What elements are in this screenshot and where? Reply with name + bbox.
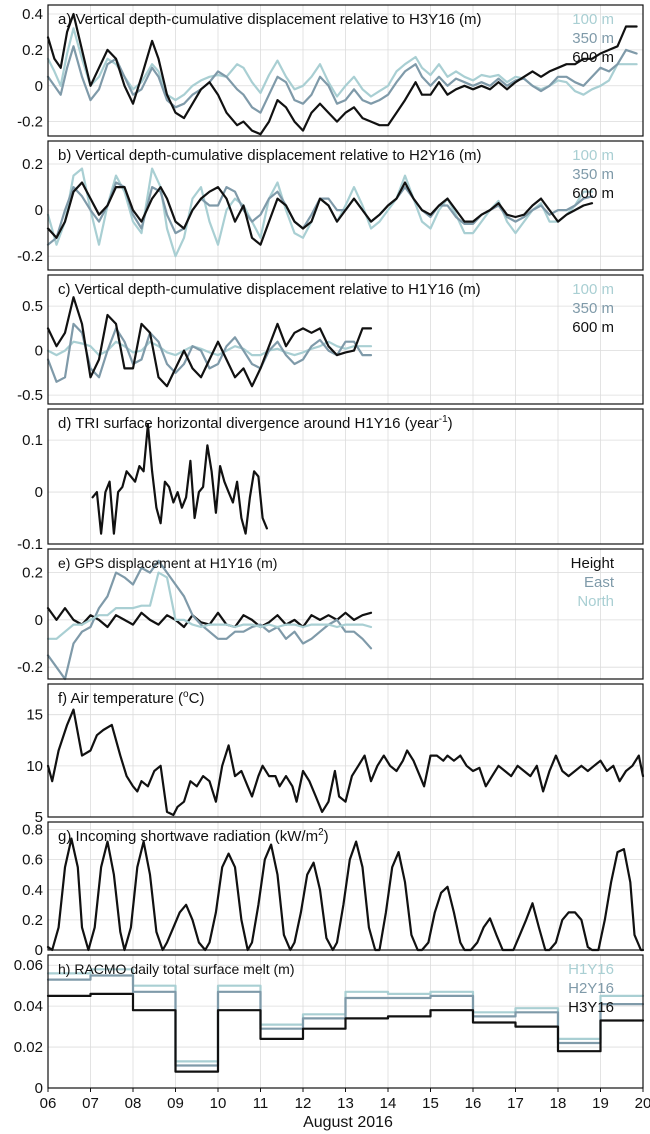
- panel-title: e) GPS displacement at H1Y16 (m): [58, 555, 277, 571]
- y-tick-label: 0.02: [14, 1039, 43, 1056]
- panels-group: -0.2 0 0.2 0.4 a) Vertical depth-cumulative …: [14, 4, 645, 1097]
- y-tick-label: 0: [35, 612, 43, 629]
- panel-a: -0.2 0 0.2 0.4 a) Vertical depth-cumulative …: [17, 4, 644, 137]
- legend-entry: H3Y16: [568, 999, 614, 1016]
- legend-entry: East: [584, 574, 615, 591]
- y-tick-label: 0: [35, 343, 43, 360]
- panel-frame: [47, 548, 644, 680]
- legend-entry: 350 m: [572, 30, 614, 47]
- series-line-f-data: [46, 708, 645, 817]
- y-tick-label: 0.2: [22, 156, 43, 173]
- x-tick-label: 08: [125, 1095, 142, 1112]
- y-tick-label: 0.04: [14, 998, 43, 1015]
- y-tick-label: -0.2: [17, 659, 43, 676]
- panel-title: d) TRI surface horizontal divergence aro…: [58, 414, 453, 432]
- panel-c: -0.5 0 0.5 c) Vertical depth-cumulative dis…: [17, 274, 644, 405]
- series-line-c-100-m: [46, 340, 373, 357]
- panel-title: h) RACMO daily total surface melt (m): [58, 961, 295, 977]
- y-tick-label: -0.2: [17, 114, 43, 131]
- y-tick-label: -0.5: [17, 387, 43, 404]
- y-tick-label: 0.5: [22, 298, 43, 315]
- legend-entry: North: [577, 593, 614, 610]
- y-tick-label: 0: [35, 1080, 43, 1097]
- legend-entry: H2Y16: [568, 980, 614, 997]
- x-tick-label: 13: [337, 1095, 354, 1112]
- y-tick-label: 0.8: [22, 822, 43, 839]
- x-tick-label: 06: [40, 1095, 57, 1112]
- legend-entry: 100 m: [572, 147, 614, 164]
- y-tick-label: -0.1: [17, 536, 43, 553]
- y-tick-label: 0.1: [22, 432, 43, 449]
- series-line-d-data: [91, 423, 268, 535]
- legend-entry: H1Y16: [568, 961, 614, 978]
- x-tick-label: 09: [167, 1095, 184, 1112]
- x-tick-label: 14: [380, 1095, 397, 1112]
- panel-frame: [47, 821, 644, 951]
- y-tick-label: 5: [35, 809, 43, 826]
- x-tick-label: 17: [507, 1095, 524, 1112]
- series-line-a-100-m: [46, 27, 638, 102]
- y-tick-label: 0: [35, 484, 43, 501]
- y-tick-label: 0.2: [22, 565, 43, 582]
- series-line-b-100-m: [46, 167, 594, 258]
- y-tick-label: 0: [35, 78, 43, 95]
- y-tick-label: 0.06: [14, 957, 43, 974]
- legend-entry: 100 m: [572, 11, 614, 28]
- panel-e: -0.2 0 0.2 e) GPS displacement at H1Y16 (m)…: [17, 548, 644, 681]
- series-line-e-east: [46, 559, 373, 681]
- legend-entry: Height: [571, 555, 615, 572]
- series-line-a-600-m: [46, 12, 638, 136]
- y-tick-label: 0: [35, 202, 43, 219]
- panel-frame: [47, 4, 644, 137]
- x-tick-label: 19: [592, 1095, 609, 1112]
- series-line-c-600-m: [46, 296, 373, 388]
- series-line-a-350-m: [46, 45, 638, 114]
- series-line-b-600-m: [46, 181, 594, 246]
- legend-entry: 100 m: [572, 281, 614, 298]
- legend-entry: 600 m: [572, 185, 614, 202]
- x-tick-label: 15: [422, 1095, 439, 1112]
- series-line-h-h3y16: [46, 992, 645, 1073]
- legend-entry: 350 m: [572, 166, 614, 183]
- y-tick-label: 0.2: [22, 42, 43, 59]
- y-tick-label: 0.2: [22, 912, 43, 929]
- panel-title: g) Incoming shortwave radiation (kW/m2): [58, 827, 329, 845]
- panel-title: f) Air temperature (oC): [58, 689, 204, 707]
- legend-entry: 600 m: [572, 49, 614, 66]
- legend-entry: 600 m: [572, 319, 614, 336]
- x-tick-label: 11: [253, 1095, 269, 1112]
- panel-f: 5 10 15 f) Air temperature (oC): [26, 683, 645, 826]
- panel-h: 0 0.02 0.04 0.06 h) RACMO daily total surfac…: [14, 954, 645, 1097]
- y-tick-label: 0: [35, 942, 43, 959]
- x-tick-label: 20: [635, 1095, 650, 1112]
- panel-frame: [47, 274, 644, 405]
- y-tick-label: 0.4: [22, 6, 43, 23]
- x-tick-label: 10: [210, 1095, 227, 1112]
- panel-frame: [47, 408, 644, 545]
- y-tick-label: 0.6: [22, 852, 43, 869]
- panel-title: a) Vertical depth-cumulative displacemen…: [58, 11, 482, 28]
- panel-title: c) Vertical depth-cumulative displacemen…: [58, 281, 481, 298]
- y-tick-label: 10: [26, 758, 43, 775]
- series-line-e-north: [46, 571, 373, 640]
- y-tick-label: 15: [26, 707, 43, 724]
- panel-d: -0.1 0 0.1 d) TRI surface horizontal diverg…: [17, 408, 644, 553]
- y-tick-label: -0.2: [17, 248, 43, 265]
- x-axis-label: August 2016: [303, 1114, 393, 1131]
- x-tick-label: 07: [82, 1095, 99, 1112]
- legend-entry: 350 m: [572, 300, 614, 317]
- panel-b: -0.2 0 0.2 b) Vertical depth-cumulative dis…: [17, 140, 644, 271]
- x-tick-label: 16: [465, 1095, 482, 1112]
- panel-g: 0 0.2 0.4 0.6 0.8 g) Incoming shortwave radia…: [22, 821, 645, 959]
- x-axis: 06 07 08 09 10 11 12 13 14 15 16 17 18 19 20: [40, 1088, 650, 1112]
- panel-frame: [47, 140, 644, 271]
- panel-frame: [47, 683, 644, 818]
- x-tick-label: 18: [550, 1095, 567, 1112]
- panel-title: b) Vertical depth-cumulative displacemen…: [58, 147, 482, 164]
- y-tick-label: 0.4: [22, 882, 43, 899]
- series-line-c-350-m: [46, 322, 373, 383]
- x-tick-label: 12: [295, 1095, 312, 1112]
